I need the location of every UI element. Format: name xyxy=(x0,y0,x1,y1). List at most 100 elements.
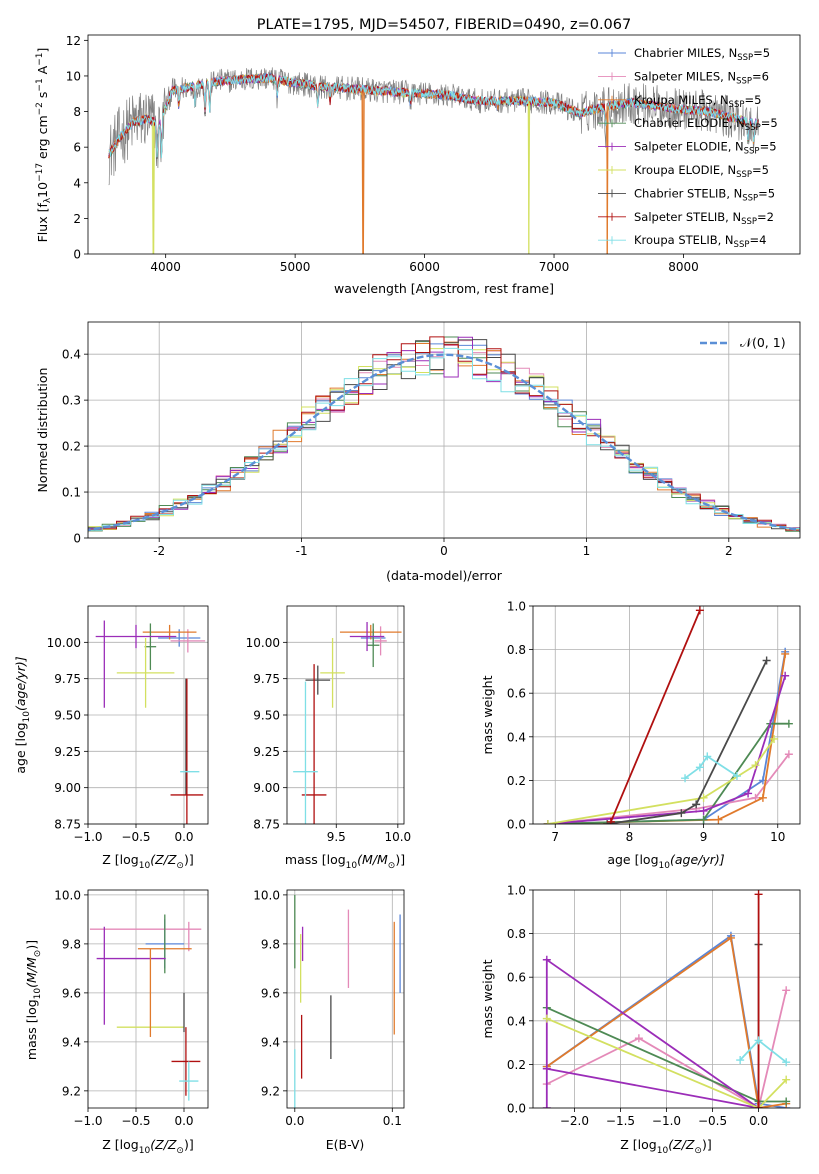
x-tick-label: −0.5 xyxy=(698,1114,727,1128)
x-tick-label: 8000 xyxy=(668,260,699,274)
x-tick-label: 7000 xyxy=(539,260,570,274)
weight-marker-8-2 xyxy=(703,752,712,761)
x-axis-label: Z [log10(Z/Z⊙)] xyxy=(620,1137,711,1156)
x-tick-label: 0.0 xyxy=(749,1114,768,1128)
x-tick-label: 10.0 xyxy=(384,830,411,844)
y-tick-label: 9.2 xyxy=(261,1084,280,1098)
y-tick-label: 9.75 xyxy=(54,672,81,686)
x-tick-label: 10 xyxy=(770,830,785,844)
y-tick-label: 9.75 xyxy=(253,672,280,686)
weight-marker-2-3 xyxy=(781,649,790,658)
plot-content xyxy=(89,914,202,1101)
x-axis-label: (data-model)/error xyxy=(386,568,503,583)
axes-frame xyxy=(87,889,209,1109)
weight-marker-7-0 xyxy=(754,1104,763,1108)
weight-marker-5-0 xyxy=(543,820,552,824)
axes-frame xyxy=(87,34,801,255)
y-tick-label: 0.8 xyxy=(507,643,526,657)
axes-age-vs-mass: 9.5 10.0 8.75 9.00 9.25 9.50 9.75 10.00 mass [lo… xyxy=(246,605,411,871)
x-axis-label: E(B-V) xyxy=(326,1137,365,1152)
weight-marker-7-0 xyxy=(606,817,615,824)
x-tick-label: 0.0 xyxy=(285,1114,304,1128)
x-tick-label: -1 xyxy=(296,544,308,558)
x-axis-label: mass [log10(M/M⊙)] xyxy=(285,852,405,871)
axes-residuals: -2 -1 0 1 2 0 0.1 0.2 0.3 0.4 (data-model)/error No… xyxy=(35,321,801,583)
x-tick-label: −1.0 xyxy=(73,1114,102,1128)
y-tick-label: 0.4 xyxy=(62,348,81,362)
plot-area xyxy=(287,890,404,1108)
y-axis-label: mass [log10(M/M⊙)] xyxy=(24,940,43,1060)
y-tick-label: 6 xyxy=(73,141,81,155)
weight-marker-2-2 xyxy=(758,793,767,802)
y-tick-label: 0.8 xyxy=(507,927,526,941)
legend-label-1: Salpeter MILES, NSSP=6 xyxy=(634,69,769,86)
weight-marker-6-3 xyxy=(762,656,771,665)
y-tick-label: 0.4 xyxy=(507,730,526,744)
weight-line-5 xyxy=(547,738,775,824)
x-tick-label: 5000 xyxy=(280,260,311,274)
x-tick-label: −0.5 xyxy=(121,830,150,844)
weight-marker-1-1 xyxy=(634,1034,643,1043)
y-tick-label: 9.00 xyxy=(54,781,81,795)
plot-content xyxy=(108,67,759,254)
x-axis-label: Z [log10(Z/Z⊙)] xyxy=(102,1137,193,1156)
legend-label-7: Salpeter STELIB, NSSP=2 xyxy=(634,210,774,227)
weight-line-8 xyxy=(684,755,738,779)
y-tick-label: 4 xyxy=(73,176,81,190)
y-axis-label: age [log10(age/yr)] xyxy=(13,656,32,773)
y-tick-label: 0.2 xyxy=(507,774,526,788)
axes-weight-vs-age: 7 8 9 10 0.0 0.2 0.4 0.6 0.8 1.0 mass weight age [l… xyxy=(480,600,801,871)
spectrum-data-line xyxy=(108,67,759,186)
weight-marker-4-3 xyxy=(542,1104,551,1108)
y-axis-label: mass weight xyxy=(480,959,495,1038)
weight-marker-4-0 xyxy=(542,1064,551,1073)
x-axis-label: age [log10(age/yr)] xyxy=(607,852,724,871)
weight-line-6 xyxy=(607,660,768,824)
weight-line-7 xyxy=(610,610,701,823)
y-tick-label: 2 xyxy=(73,212,81,226)
weight-marker-2-1 xyxy=(726,933,735,942)
chart-title: PLATE=1795, MJD=54507, FIBERID=0490, z=0… xyxy=(257,17,631,33)
x-tick-label: 9 xyxy=(700,830,708,844)
x-tick-label: 4000 xyxy=(150,260,181,274)
y-tick-label: 0.1 xyxy=(62,486,81,500)
legend-label-2: Kroupa MILES, NSSP=5 xyxy=(634,93,761,110)
legend-label-5: Kroupa ELODIE, NSSP=5 xyxy=(634,163,769,180)
plot-content xyxy=(88,336,800,534)
y-tick-label: 0.6 xyxy=(507,971,526,985)
y-tick-label: 10.0 xyxy=(253,888,280,902)
weight-marker-4-2 xyxy=(744,789,753,798)
axes-frame xyxy=(532,605,801,825)
axes-frame xyxy=(286,889,405,1109)
y-tick-label: 0.2 xyxy=(62,440,81,454)
y-tick-label: 0.2 xyxy=(507,1058,526,1072)
axes-mass-vs-ebv: 0.0 0.1 9.2 9.4 9.6 9.8 10.0 E(B-V) xyxy=(253,888,405,1152)
y-axis-label: Flux [fλ10−17 erg cm−2 s−1 A−1] xyxy=(35,48,53,243)
x-tick-label: −1.0 xyxy=(73,830,102,844)
plot-content xyxy=(543,606,793,824)
legend: Chabrier MILES, NSSP=5 Salpeter MILES, NS… xyxy=(598,46,778,250)
y-tick-label: 9.00 xyxy=(253,781,280,795)
y-tick-label: 1.0 xyxy=(507,600,526,614)
weight-marker-5-2 xyxy=(782,1075,791,1084)
x-tick-label: −1.0 xyxy=(652,1114,681,1128)
y-tick-label: 9.50 xyxy=(253,709,280,723)
spectrum-model-line-8 xyxy=(108,73,759,159)
plot-content xyxy=(294,894,401,1108)
weight-line-1 xyxy=(546,990,788,1108)
x-tick-label: 0.0 xyxy=(174,830,193,844)
y-tick-label: 0.4 xyxy=(507,1014,526,1028)
x-tick-label: −2.0 xyxy=(560,1114,589,1128)
weight-marker-8-2 xyxy=(782,1058,791,1067)
x-tick-label: −0.5 xyxy=(121,1114,150,1128)
y-tick-label: 0.3 xyxy=(62,394,81,408)
y-axis-label: Normed distribution xyxy=(35,368,50,493)
weight-marker-8-3 xyxy=(732,772,741,781)
y-tick-label: 1.0 xyxy=(507,884,526,898)
weight-line-4 xyxy=(547,675,787,824)
y-tick-label: 0.0 xyxy=(507,1102,526,1116)
histogram-step-8 xyxy=(88,347,800,531)
weight-line-5 xyxy=(546,1017,787,1108)
weight-marker-1-3 xyxy=(784,750,793,759)
